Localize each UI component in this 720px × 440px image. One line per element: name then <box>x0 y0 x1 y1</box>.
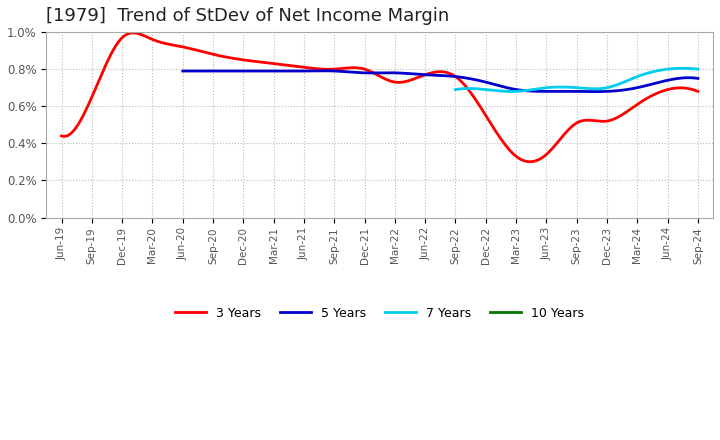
5 Years <box>180 68 189 73</box>
5 Years <box>592 89 600 94</box>
5 Years <box>495 83 504 88</box>
3 Years <box>638 98 647 103</box>
7 Years <box>657 67 665 73</box>
3 Years <box>526 159 534 165</box>
5 Years <box>179 68 187 73</box>
3 Years <box>436 69 445 74</box>
Text: [1979]  Trend of StDev of Net Income Margin: [1979] Trend of StDev of Net Income Marg… <box>46 7 450 25</box>
5 Years <box>649 81 657 87</box>
5 Years <box>318 68 327 73</box>
5 Years <box>693 76 702 81</box>
7 Years <box>595 86 604 91</box>
7 Years <box>452 87 461 92</box>
7 Years <box>596 86 605 91</box>
7 Years <box>507 89 516 94</box>
3 Years <box>438 69 447 74</box>
3 Years <box>598 119 606 124</box>
7 Years <box>451 87 460 92</box>
3 Years <box>58 133 66 139</box>
7 Years <box>600 85 609 91</box>
5 Years <box>616 88 625 93</box>
3 Years <box>449 73 457 78</box>
Line: 3 Years: 3 Years <box>62 33 698 162</box>
5 Years <box>485 81 494 86</box>
3 Years <box>693 89 702 94</box>
3 Years <box>59 134 68 139</box>
5 Years <box>487 81 495 86</box>
7 Years <box>678 66 687 71</box>
Legend: 3 Years, 5 Years, 7 Years, 10 Years: 3 Years, 5 Years, 7 Years, 10 Years <box>170 302 590 325</box>
Line: 5 Years: 5 Years <box>183 71 698 92</box>
7 Years <box>693 66 702 72</box>
7 Years <box>672 66 680 71</box>
3 Years <box>130 30 138 36</box>
Line: 7 Years: 7 Years <box>456 68 698 92</box>
